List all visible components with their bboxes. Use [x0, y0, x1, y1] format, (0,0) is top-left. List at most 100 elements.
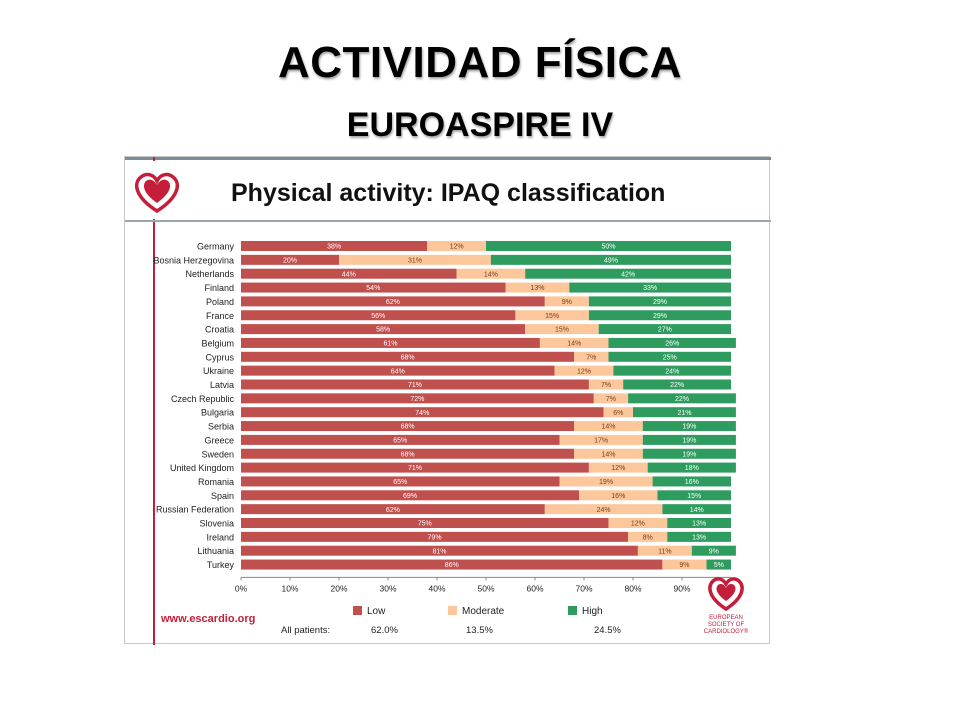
category-label: Sweden — [201, 449, 234, 459]
bar-segment-low — [241, 268, 457, 279]
all-patients-label: All patients: — [281, 625, 330, 636]
slide-top-rule — [125, 157, 771, 160]
category-label: Serbia — [208, 422, 234, 432]
heart-logo — [125, 161, 189, 219]
bar-segment-high — [490, 254, 731, 265]
x-tick-label: 50% — [477, 583, 494, 593]
bar-segment-low — [241, 365, 555, 376]
slide-left-red-rule — [153, 157, 155, 645]
bar-segment-low — [241, 545, 638, 556]
category-label: Belgium — [201, 338, 234, 348]
data-label: 65% — [393, 479, 407, 486]
bar-segment-low — [241, 504, 545, 515]
data-label: 62% — [386, 299, 400, 306]
category-label: Russian Federation — [156, 505, 234, 515]
bar-segment-low — [241, 393, 594, 404]
data-label: 8% — [643, 534, 653, 541]
bar-segment-moderate — [608, 518, 668, 528]
bar-segment-moderate — [588, 379, 624, 390]
data-label: 5% — [714, 562, 724, 569]
data-label: 71% — [408, 465, 422, 472]
page-subtitle: EUROASPIRE IV — [346, 106, 614, 144]
legend-swatch-high — [568, 606, 577, 615]
data-label: 81% — [432, 548, 446, 555]
data-label: 19% — [682, 438, 696, 445]
category-label: Netherlands — [185, 269, 234, 279]
category-label: United Kingdom — [170, 463, 234, 473]
category-label: Lithuania — [197, 546, 234, 556]
data-label: 68% — [401, 424, 415, 431]
data-label: 14% — [601, 424, 615, 431]
data-label: 12% — [577, 368, 591, 375]
bar-segment-low — [241, 434, 560, 445]
bar-segment-high — [628, 393, 736, 404]
bar-segment-high — [598, 324, 731, 335]
bar-segment-moderate — [662, 559, 707, 570]
esc-logo-text-3: CARDIOLOGY® — [704, 628, 749, 635]
bar-segment-high — [652, 476, 731, 487]
data-label: 65% — [393, 438, 407, 445]
category-label: Greece — [204, 435, 234, 445]
bar-segment-low — [241, 351, 575, 362]
heart-icon — [125, 161, 189, 219]
category-label: Spain — [211, 491, 234, 501]
bar-segment-moderate — [588, 462, 648, 473]
bar-segment-low — [241, 379, 589, 390]
bar-segment-high — [657, 490, 731, 501]
bar-segment-high — [525, 268, 731, 279]
embedded-slide: Physical activity: IPAQ classification G… — [124, 156, 771, 645]
data-label: 75% — [418, 521, 432, 528]
category-label: Ireland — [206, 532, 234, 542]
data-label: 11% — [658, 548, 672, 555]
data-label: 42% — [621, 271, 635, 278]
category-label: Poland — [206, 297, 234, 307]
esc-heart-icon: EUROPEAN SOCIETY OF CARDIOLOGY® — [704, 577, 749, 635]
bar-segment-moderate — [574, 421, 643, 432]
data-label: 56% — [371, 313, 385, 320]
bar-segment-moderate — [544, 296, 589, 307]
category-label: Czech Republic — [171, 394, 235, 404]
data-label: 12% — [631, 521, 645, 528]
chart-title: Physical activity: IPAQ classification — [231, 179, 666, 207]
x-tick-label: 40% — [428, 583, 445, 593]
bar-segment-high — [647, 462, 736, 473]
data-label: 50% — [601, 244, 615, 251]
data-label: 7% — [601, 382, 611, 389]
esc-logo-text-1: EUROPEAN — [709, 615, 743, 621]
bar-segment-low — [241, 282, 506, 293]
bar-segment-moderate — [554, 365, 614, 376]
data-label: 25% — [663, 354, 677, 361]
data-label: 38% — [327, 244, 341, 251]
data-label: 21% — [677, 410, 691, 417]
category-label: Cyprus — [205, 352, 234, 362]
data-label: 27% — [658, 327, 672, 334]
bar-segment-high — [608, 351, 731, 362]
x-tick-label: 20% — [330, 583, 347, 593]
data-label: 12% — [611, 465, 625, 472]
bar-segment-low — [241, 421, 575, 432]
bar-segment-high — [667, 531, 731, 542]
bar-segment-moderate — [427, 241, 486, 251]
stacked-bar-chart: Germany 38% 12% 50% Bosnia Herzegovina 20% 31%… — [153, 241, 742, 636]
data-label: 15% — [687, 493, 701, 500]
data-label: 18% — [685, 465, 699, 472]
bar-segment-high — [588, 310, 731, 321]
bar-segment-high — [662, 504, 731, 515]
legend-swatch-moderate — [448, 606, 457, 615]
data-label: 9% — [709, 548, 719, 555]
esc-logo-text-2: SOCIETY OF — [708, 622, 745, 628]
bar-segment-low — [241, 254, 339, 265]
data-label: 7% — [606, 396, 616, 403]
category-label: Romania — [198, 477, 234, 487]
bar-segment-low — [241, 296, 545, 307]
data-label: 6% — [613, 410, 623, 417]
bar-segment-low — [241, 462, 589, 473]
footer-url[interactable]: www.escardio.org — [161, 613, 256, 625]
bar-segment-high — [608, 337, 736, 348]
all-patients-value: 13.5% — [466, 625, 493, 636]
data-label: 44% — [342, 271, 356, 278]
data-label: 19% — [682, 424, 696, 431]
category-label: Finland — [204, 283, 234, 293]
x-tick-label: 70% — [575, 583, 592, 593]
bar-segment-moderate — [593, 393, 629, 404]
